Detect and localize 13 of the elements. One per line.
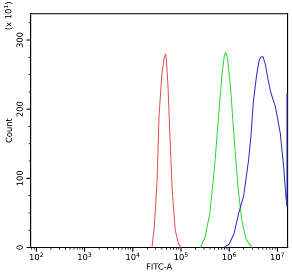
x-tick-label: 10$^{4}$	[126, 252, 140, 260]
x-tick-label: 10$^{6}$	[222, 252, 236, 260]
x-axis-title: FITC-A	[146, 263, 172, 270]
x-tick-label: 10$^{3}$	[78, 252, 92, 260]
x-tick-label: 10$^{5}$	[174, 252, 188, 260]
x-tick-label: 10$^{7}$	[270, 252, 284, 260]
text: (x 10$^{1}$)	[4, 2, 12, 30]
y-tick-label: 0	[16, 245, 23, 250]
x-tick-label: 10$^{2}$	[30, 252, 43, 260]
y-axis-title: Count	[6, 118, 12, 143]
y-tick-label: 100	[16, 170, 23, 186]
y-tick-label: 200	[16, 102, 23, 117]
y-tick-label: 300	[16, 32, 23, 48]
